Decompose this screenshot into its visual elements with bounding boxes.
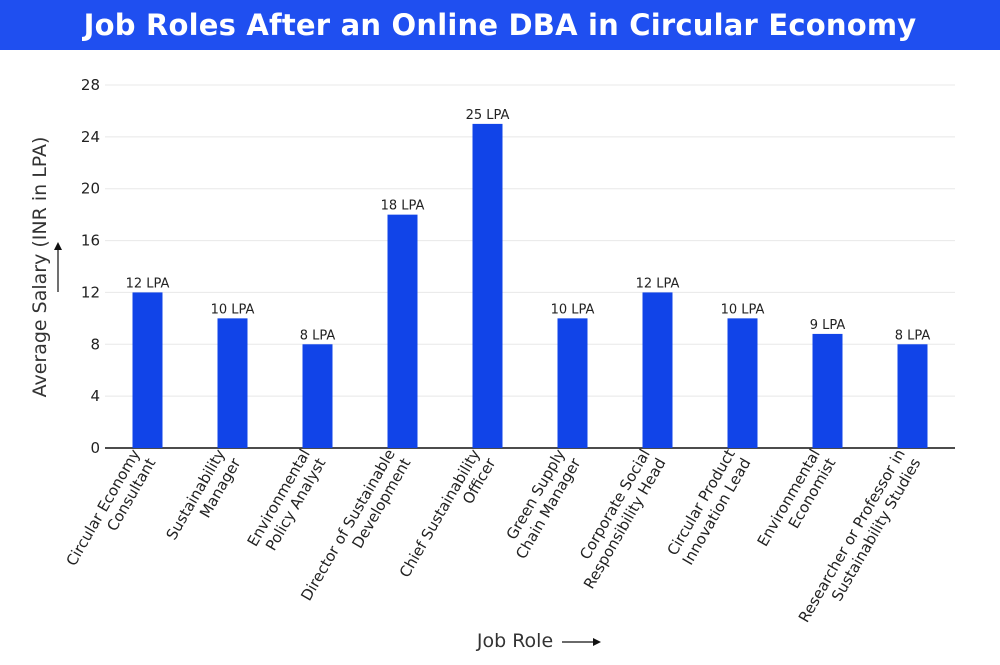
- y-tick-label: 28: [81, 76, 100, 94]
- bar: [472, 123, 503, 449]
- y-tick-label: 8: [90, 335, 100, 353]
- y-tick-label: 4: [90, 387, 100, 405]
- data-label: 18 LPA: [381, 199, 425, 214]
- title-bar: Job Roles After an Online DBA in Circula…: [0, 0, 1000, 50]
- bar: [217, 318, 248, 448]
- y-axis-arrow-head: [54, 242, 62, 250]
- bar: [727, 318, 758, 448]
- y-tick-label: 20: [81, 180, 100, 198]
- data-label: 10 LPA: [211, 302, 255, 317]
- data-label: 12 LPA: [636, 276, 680, 291]
- bar: [642, 292, 673, 448]
- x-axis-title: Job Role: [476, 630, 553, 652]
- bar: [387, 214, 418, 448]
- y-tick-label: 0: [90, 439, 100, 457]
- data-label: 10 LPA: [551, 302, 595, 317]
- bar: [302, 344, 333, 448]
- bar: [897, 344, 928, 448]
- y-tick-label: 12: [81, 283, 100, 301]
- data-label: 12 LPA: [126, 276, 170, 291]
- bar: [812, 333, 843, 448]
- chart-title: Job Roles After an Online DBA in Circula…: [83, 8, 917, 42]
- data-label: 25 LPA: [466, 108, 510, 123]
- data-label: 8 LPA: [300, 328, 336, 343]
- x-axis-arrow-head: [593, 638, 601, 646]
- y-tick-label: 16: [81, 232, 100, 250]
- bar: [132, 292, 163, 448]
- data-label: 8 LPA: [895, 328, 931, 343]
- y-tick-label: 24: [81, 128, 100, 146]
- data-label: 10 LPA: [721, 302, 765, 317]
- bar: [557, 318, 588, 448]
- y-axis-title: Average Salary (INR in LPA): [29, 137, 51, 398]
- data-label: 9 LPA: [810, 318, 846, 333]
